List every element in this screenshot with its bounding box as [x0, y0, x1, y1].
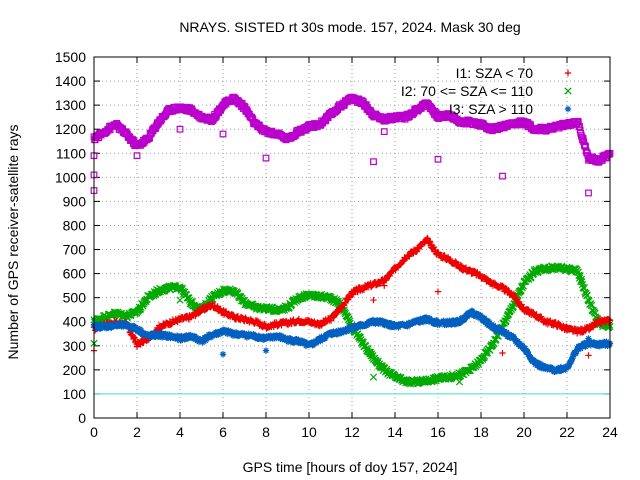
point-i2: [573, 266, 581, 274]
y-tick-label: 900: [63, 193, 87, 209]
legend-label-i2: I2: 70 <= SZA <= 110: [401, 83, 533, 99]
y-tick-label: 1300: [55, 97, 86, 113]
legend-label-i3: I3: SZA > 110: [449, 101, 533, 117]
x-tick-label: 0: [90, 424, 98, 440]
legend-marker-i3: [564, 105, 572, 113]
y-tick-label: 100: [63, 386, 87, 402]
x-tick-label: 2: [133, 424, 141, 440]
plot-frame: [93, 56, 611, 419]
point-nrays-total: [576, 123, 583, 130]
x-axis-label: GPS time [hours of doy 157, 2024]: [243, 459, 458, 475]
outlier-i1: [381, 282, 388, 289]
y-tick-label: 300: [63, 338, 87, 354]
point-i2: [356, 333, 364, 342]
point-i2: [587, 300, 595, 308]
x-tick-label: 18: [473, 424, 489, 440]
chart-title: NRAYS. SISTED rt 30s mode. 157, 2024. Ma…: [179, 19, 520, 35]
point-i3: [535, 359, 543, 367]
legend-label-i1: I1: SZA < 70: [456, 65, 534, 81]
outlier-nrays-total: [434, 155, 442, 163]
point-i2: [577, 275, 585, 284]
y-axis-ticks: 0 100 200 300 400 500 600 700 800 900 1000 1100 1200…: [55, 49, 610, 426]
legend-marker-i2: [564, 87, 572, 95]
y-tick-label: 1000: [55, 169, 86, 185]
y-axis-label: Number of GPS receiver-satellite rays: [5, 125, 21, 360]
x-tick-label: 24: [602, 424, 618, 440]
outlier-i1: [585, 352, 592, 359]
outlier-i3: [219, 351, 227, 358]
y-tick-label: 800: [63, 217, 87, 233]
legend-marker-i1: [564, 69, 572, 77]
x-tick-label: 22: [559, 424, 575, 440]
y-tick-label: 400: [63, 314, 87, 330]
chart-marks: [90, 93, 614, 388]
series-i2: [90, 262, 614, 388]
y-tick-label: 1500: [55, 49, 86, 65]
point-i2: [582, 289, 590, 298]
outlier-i1: [370, 296, 377, 304]
point-i3: [200, 338, 208, 345]
outlier-nrays-total: [133, 152, 141, 160]
x-tick-label: 14: [387, 424, 403, 440]
outlier-nrays-total: [574, 118, 582, 126]
y-tick-label: 700: [63, 242, 87, 258]
outlier-nrays-total: [262, 154, 270, 162]
legend: I1: SZA < 70 I2: 70 <= SZA <= 110 I3: SZA …: [401, 65, 572, 117]
y-tick-label: 200: [63, 362, 87, 378]
outlier-i3: [585, 335, 592, 342]
point-i2: [345, 315, 353, 323]
outlier-i1: [434, 288, 442, 295]
series-nrays-total: [90, 93, 614, 197]
point-nrays-total: [582, 142, 589, 150]
outlier-i1: [499, 349, 506, 357]
y-tick-label: 1100: [56, 145, 86, 161]
x-tick-label: 4: [176, 424, 184, 440]
x-tick-label: 6: [219, 424, 227, 440]
y-tick-label: 0: [78, 410, 86, 426]
outlier-i2: [369, 373, 378, 381]
x-tick-label: 10: [301, 424, 317, 440]
outlier-i2: [176, 296, 184, 304]
y-tick-label: 1400: [55, 73, 86, 89]
outlier-nrays-total: [370, 158, 377, 166]
outlier-nrays-total: [585, 189, 592, 197]
point-i3: [569, 355, 576, 362]
point-i3: [137, 327, 145, 334]
series-i3: [90, 307, 614, 375]
outlier-i2: [455, 378, 464, 386]
y-tick-label: 1200: [55, 121, 86, 137]
y-tick-label: 500: [63, 290, 87, 306]
outlier-nrays-total: [380, 128, 388, 136]
x-tick-label: 12: [344, 424, 360, 440]
x-tick-label: 8: [262, 424, 270, 440]
point-i3: [452, 320, 460, 328]
outlier-nrays-total: [499, 172, 506, 180]
outlier-nrays-total: [176, 125, 184, 133]
point-i3: [521, 345, 529, 352]
outlier-i3: [262, 347, 270, 354]
outlier-nrays-total: [219, 130, 227, 138]
x-tick-label: 20: [516, 424, 532, 440]
x-tick-label: 16: [430, 424, 446, 440]
y-tick-label: 600: [63, 266, 87, 282]
